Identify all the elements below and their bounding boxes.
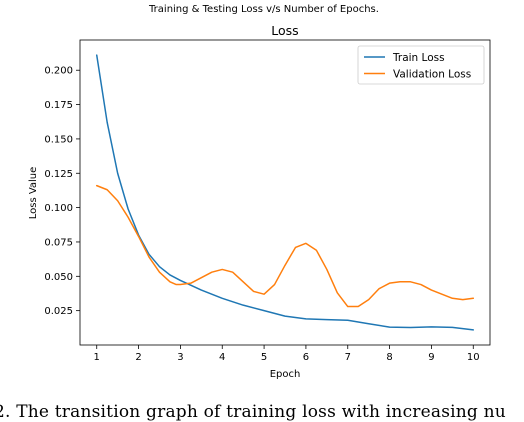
- x-tick-label: 1: [94, 352, 100, 363]
- chart-title: Loss: [271, 23, 298, 38]
- legend-box: [357, 45, 485, 85]
- x-tick-label: 10: [467, 352, 480, 363]
- y-tick-label: 0.075: [44, 237, 73, 248]
- series-line-train-loss: [95, 54, 475, 331]
- legend-entry: Train Loss: [392, 52, 445, 64]
- figure-caption: 2. The transition graph of training loss…: [0, 402, 506, 422]
- figure-suptitle: Training & Testing Loss v/s Number of Ep…: [148, 4, 379, 15]
- plot-area: 1 2 3 4 5 6 7 8 9 10 0.025 0.050 0.075 0.100 0.125 0.15…: [44, 39, 491, 363]
- axes-frame: [79, 39, 491, 346]
- x-tick-label: 9: [428, 352, 434, 363]
- legend-entry: Validation Loss: [393, 69, 471, 81]
- y-tick-label: 0.175: [44, 100, 73, 111]
- y-axis-label: Loss Value: [28, 167, 39, 220]
- y-tick-label: 0.150: [44, 134, 73, 145]
- x-axis-label: Epoch: [270, 369, 301, 380]
- x-tick-label: 6: [303, 352, 309, 363]
- y-tick-label: 0.125: [44, 169, 73, 180]
- y-tick-label: 0.200: [44, 66, 73, 77]
- x-tick-label: 2: [135, 352, 141, 363]
- y-tick-label: 0.050: [44, 272, 73, 283]
- x-tick-label: 5: [261, 352, 267, 363]
- x-tick-label: 8: [386, 352, 392, 363]
- y-tick-label: 0.025: [44, 306, 73, 317]
- x-tick-label: 4: [219, 352, 225, 363]
- y-tick-label: 0.100: [44, 203, 73, 214]
- x-tick-label: 7: [345, 352, 351, 363]
- x-tick-label: 3: [177, 352, 183, 363]
- series-line-validation-loss: [95, 184, 475, 308]
